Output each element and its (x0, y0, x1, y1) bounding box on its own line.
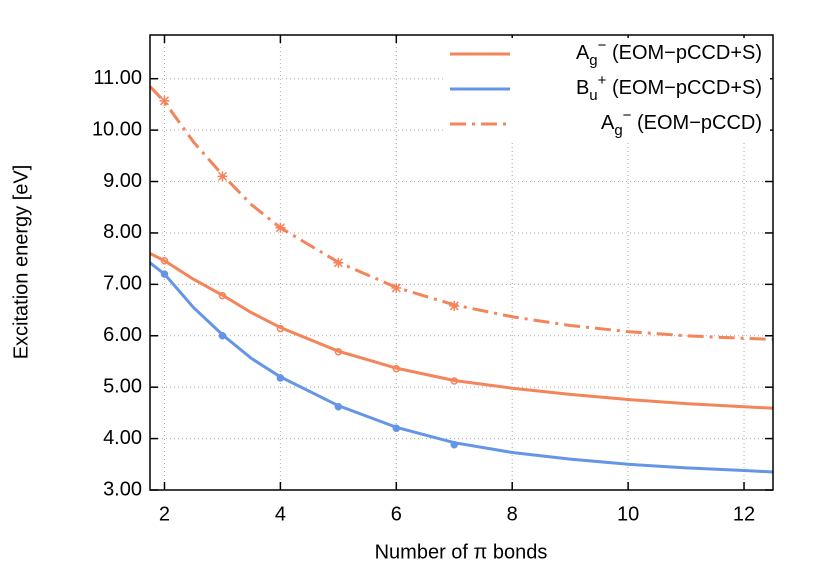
marker (217, 171, 228, 182)
marker (218, 332, 227, 340)
marker (450, 441, 459, 449)
legend-suffix: (EOM−pCCD+S) (606, 42, 762, 64)
plot-frame (149, 34, 774, 491)
marker-stroke (391, 283, 401, 293)
marker (450, 377, 459, 385)
marker (334, 402, 343, 411)
marker (218, 291, 227, 300)
legend-base: A (601, 112, 615, 134)
marker (276, 374, 285, 382)
legend-base: B (576, 77, 589, 99)
legend-base: A (576, 42, 590, 64)
marker (392, 424, 401, 433)
legend-label: Bu+ (EOM−pCCD+S) (576, 72, 762, 104)
marker (333, 257, 344, 268)
marker (160, 256, 169, 265)
legend-label: Ag− (EOM−pCCD+S) (576, 37, 762, 69)
y-tick-label: 3.00 (103, 478, 142, 500)
y-axis-label: Excitation energy [eV] (10, 165, 32, 360)
marker (276, 324, 285, 333)
marker-stroke (159, 96, 170, 106)
legend-sub: u (589, 87, 597, 104)
y-tick-label: 9.00 (103, 170, 142, 192)
y-tick-label: 10.00 (92, 118, 142, 140)
line (149, 252, 774, 410)
marker (449, 300, 460, 311)
x-tick-label: 4 (275, 503, 286, 525)
legend-sub: g (589, 52, 597, 69)
x-tick-label: 10 (617, 503, 639, 525)
legend-sup: − (598, 37, 607, 54)
y-tick-label: 4.00 (103, 427, 142, 449)
line (149, 261, 774, 474)
y-tick-label: 6.00 (103, 324, 142, 346)
x-tick-label: 12 (733, 503, 755, 525)
y-tick-label: 8.00 (103, 221, 142, 243)
legend-sub: g (614, 122, 622, 139)
x-axis-label: Number of π bonds (375, 541, 548, 563)
marker (159, 95, 170, 106)
marker (275, 222, 286, 233)
marker-stroke (333, 258, 343, 268)
marker (391, 282, 402, 293)
legend-suffix: (EOM−pCCD) (631, 112, 762, 134)
y-tick-label: 5.00 (103, 375, 142, 397)
legend-label: Ag− (EOM−pCCD) (601, 107, 762, 139)
marker (334, 347, 343, 356)
legend-sup: + (598, 72, 607, 89)
marker (160, 270, 169, 278)
x-tick-label: 8 (507, 503, 518, 525)
marker (392, 364, 401, 373)
y-tick-label: 7.00 (103, 273, 142, 295)
x-tick-label: 6 (391, 503, 402, 525)
legend-sup: − (623, 107, 632, 124)
legend-suffix: (EOM−pCCD+S) (606, 77, 762, 99)
marker-stroke (217, 171, 227, 181)
marker-stroke (275, 223, 285, 233)
x-tick-label: 2 (159, 503, 170, 525)
marker-stroke (449, 301, 459, 311)
y-tick-label: 11.00 (93, 67, 142, 89)
